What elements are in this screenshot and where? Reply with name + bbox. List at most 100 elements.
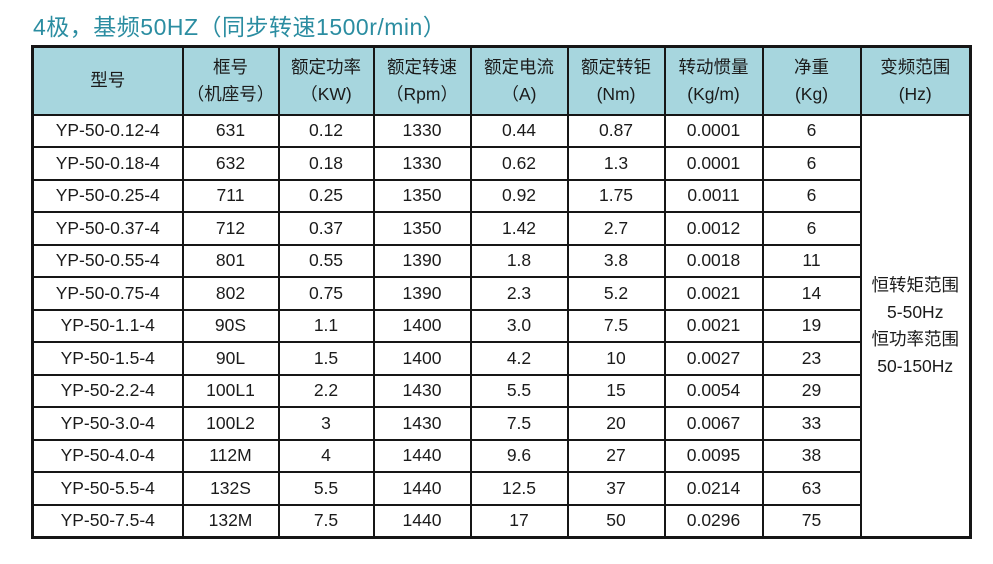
column-header-model: 型号 bbox=[31, 45, 184, 116]
table-cell: 63 bbox=[761, 471, 862, 506]
table-cell: 1.3 bbox=[566, 146, 666, 181]
table-cell: 17 bbox=[469, 503, 569, 538]
table-cell: 0.0021 bbox=[663, 308, 764, 343]
table-cell: 0.0001 bbox=[663, 146, 764, 181]
table-cell: 5.5 bbox=[277, 471, 375, 506]
table-cell: 3 bbox=[277, 406, 375, 441]
table-cell: 1330 bbox=[372, 113, 472, 148]
column-header-line: （KW) bbox=[300, 83, 352, 104]
table-cell: 0.0095 bbox=[663, 438, 764, 473]
table-cell: 1.42 bbox=[469, 211, 569, 246]
table-cell: 50 bbox=[566, 503, 666, 538]
table-cell: 12.5 bbox=[469, 471, 569, 506]
table-cell: 0.0054 bbox=[663, 373, 764, 408]
table-cell: 5.2 bbox=[566, 276, 666, 311]
column-header-torque: 额定转钜 (Nm) bbox=[566, 45, 666, 116]
table-cell: 1.5 bbox=[277, 341, 375, 376]
table-cell: YP-50-0.55-4 bbox=[31, 243, 184, 278]
table-cell: YP-50-4.0-4 bbox=[31, 438, 184, 473]
table-cell: 90S bbox=[181, 308, 280, 343]
table-cell: 0.0021 bbox=[663, 276, 764, 311]
column-header-speed: 额定转速 （Rpm） bbox=[372, 45, 472, 116]
table-cell: 0.0018 bbox=[663, 243, 764, 278]
frequency-range-line: 恒转矩范围 bbox=[871, 274, 960, 295]
table-cell: YP-50-7.5-4 bbox=[31, 503, 184, 538]
column-header-line: (Nm) bbox=[596, 83, 636, 104]
table-row: YP-50-4.0-4 112M 4 1440 9.6 27 0.0095 38 bbox=[31, 438, 971, 473]
frequency-range-line: 50-150Hz bbox=[877, 355, 954, 376]
table-cell: 4 bbox=[277, 438, 375, 473]
table-cell: YP-50-1.1-4 bbox=[31, 308, 184, 343]
page-title: 4极，基频50HZ（同步转速1500r/min） bbox=[33, 14, 447, 40]
table-cell: YP-50-0.12-4 bbox=[31, 113, 184, 148]
table-cell: 0.18 bbox=[277, 146, 375, 181]
column-header-current: 额定电流 （A) bbox=[469, 45, 569, 116]
table-cell: 14 bbox=[761, 276, 862, 311]
table-row: YP-50-0.18-4 632 0.18 1330 0.62 1.3 0.0001 6 bbox=[31, 146, 971, 181]
column-header-freq: 变频范围 (Hz) bbox=[859, 45, 972, 116]
table-cell: 6 bbox=[761, 211, 862, 246]
column-header-line: 额定转钜 bbox=[581, 56, 651, 77]
table-cell: 1440 bbox=[372, 503, 472, 538]
column-header-line: 额定功率 bbox=[291, 56, 361, 77]
table-cell: 0.87 bbox=[566, 113, 666, 148]
table-cell: 2.2 bbox=[277, 373, 375, 408]
column-header-line: 额定转速 bbox=[387, 56, 457, 77]
table-cell: 4.2 bbox=[469, 341, 569, 376]
table-cell: 1350 bbox=[372, 211, 472, 246]
table-cell: 112M bbox=[181, 438, 280, 473]
table-cell: YP-50-0.25-4 bbox=[31, 178, 184, 213]
table-row: YP-50-0.55-4 801 0.55 1390 1.8 3.8 0.0018 11 bbox=[31, 243, 971, 278]
table-cell: 75 bbox=[761, 503, 862, 538]
table-cell: 0.0296 bbox=[663, 503, 764, 538]
column-header-line: 净重 bbox=[794, 56, 829, 77]
table-cell: 0.0011 bbox=[663, 178, 764, 213]
table-cell: 1440 bbox=[372, 471, 472, 506]
table-cell: 0.12 bbox=[277, 113, 375, 148]
table-cell: 5.5 bbox=[469, 373, 569, 408]
table-cell: 1390 bbox=[372, 276, 472, 311]
table-cell: 132S bbox=[181, 471, 280, 506]
table-cell: 1440 bbox=[372, 438, 472, 473]
table-cell: 132M bbox=[181, 503, 280, 538]
table-cell: 0.62 bbox=[469, 146, 569, 181]
table-cell: YP-50-0.37-4 bbox=[31, 211, 184, 246]
column-header-line: (Hz) bbox=[898, 83, 932, 104]
column-header-line: (Kg/m) bbox=[687, 83, 740, 104]
table-row: YP-50-1.1-4 90S 1.1 1400 3.0 7.5 0.0021 19 bbox=[31, 308, 971, 343]
frequency-range-line: 5-50Hz bbox=[887, 301, 944, 322]
table-cell: 0.25 bbox=[277, 178, 375, 213]
table-cell: 100L2 bbox=[181, 406, 280, 441]
table-cell: YP-50-2.2-4 bbox=[31, 373, 184, 408]
motor-spec-table: 型号 框号 （机座号） 额定功率 （KW) 额定转速 （Rpm） 额定电流 （A) 额定转钜 (Nm… bbox=[31, 45, 972, 539]
table-cell: 0.55 bbox=[277, 243, 375, 278]
table-cell: 1400 bbox=[372, 341, 472, 376]
table-cell: 7.5 bbox=[566, 308, 666, 343]
table-cell: 33 bbox=[761, 406, 862, 441]
table-cell: 90L bbox=[181, 341, 280, 376]
table-cell: 1430 bbox=[372, 373, 472, 408]
table-cell: 100L1 bbox=[181, 373, 280, 408]
column-header-inertia: 转动惯量 (Kg/m) bbox=[663, 45, 764, 116]
column-header-line: (Kg) bbox=[794, 83, 829, 104]
table-cell: 3.0 bbox=[469, 308, 569, 343]
table-cell: 0.92 bbox=[469, 178, 569, 213]
table-cell: 1.1 bbox=[277, 308, 375, 343]
column-header-line: （Rpm） bbox=[386, 83, 458, 104]
column-header-line: 额定电流 bbox=[484, 56, 554, 77]
table-row: YP-50-7.5-4 132M 7.5 1440 17 50 0.0296 75 bbox=[31, 503, 971, 538]
table-cell: 20 bbox=[566, 406, 666, 441]
column-header-frame: 框号 （机座号） bbox=[181, 45, 280, 116]
table-cell: 23 bbox=[761, 341, 862, 376]
column-header-line: （A) bbox=[501, 83, 537, 104]
table-cell: 0.0012 bbox=[663, 211, 764, 246]
table-cell: 631 bbox=[181, 113, 280, 148]
table-cell: 6 bbox=[761, 113, 862, 148]
table-cell: 7.5 bbox=[277, 503, 375, 538]
table-cell: YP-50-3.0-4 bbox=[31, 406, 184, 441]
table-cell: 1.8 bbox=[469, 243, 569, 278]
table-row: YP-50-1.5-4 90L 1.5 1400 4.2 10 0.0027 23 bbox=[31, 341, 971, 376]
table-cell: 3.8 bbox=[566, 243, 666, 278]
table-cell: 712 bbox=[181, 211, 280, 246]
